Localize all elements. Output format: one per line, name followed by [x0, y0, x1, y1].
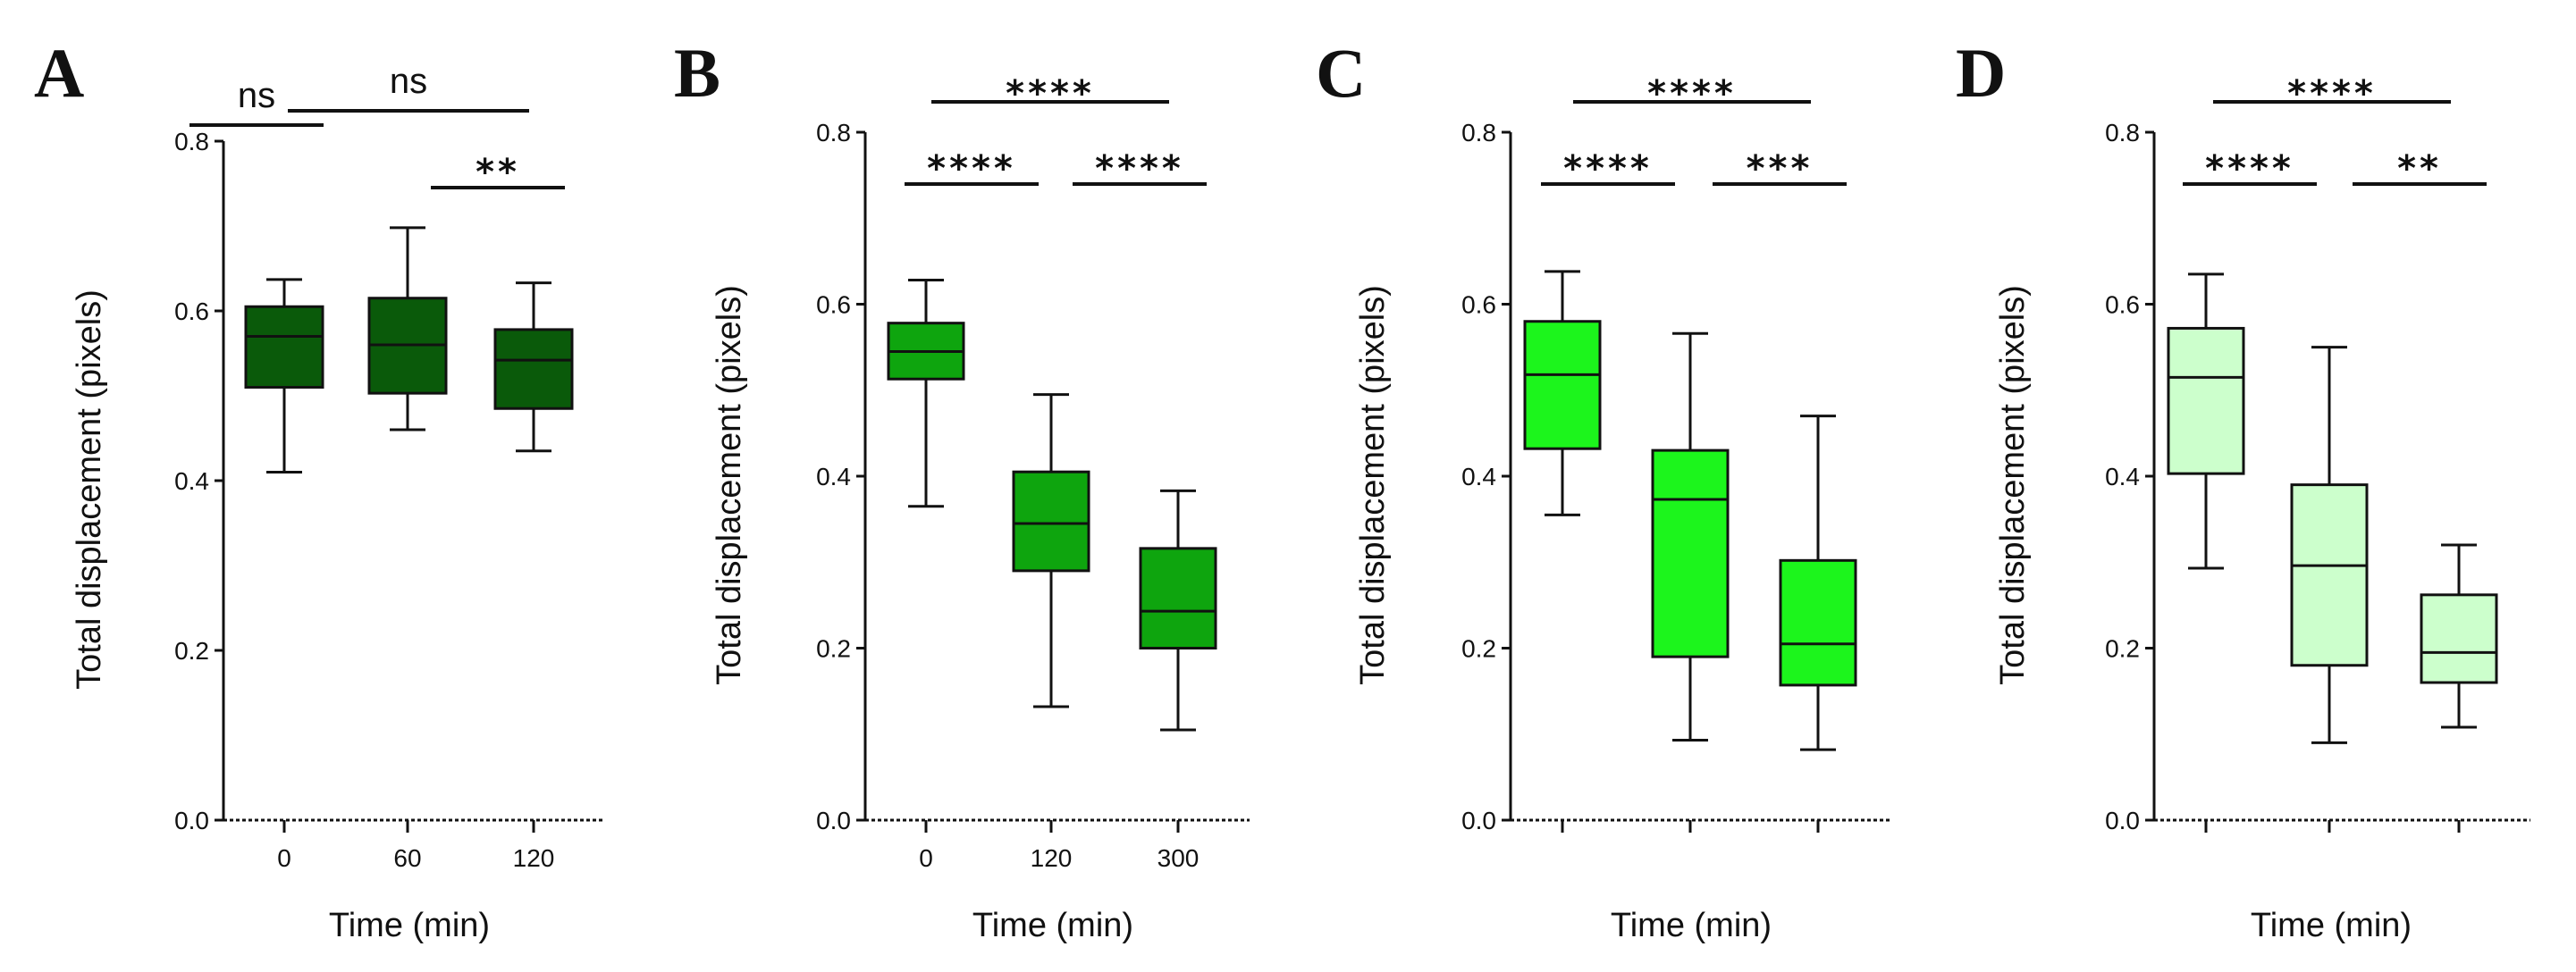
box-iqr — [2290, 483, 2369, 667]
y-tick-label: 0.8 — [174, 128, 209, 155]
y-axis-title: Total displacement (pixels) — [711, 285, 748, 685]
box-iqr — [1523, 320, 1602, 450]
x-tick-label: 120 — [1031, 844, 1073, 872]
box-plot-1 — [1651, 331, 1730, 742]
significance-label: ns — [238, 76, 275, 115]
x-tick-label: 120 — [513, 844, 555, 872]
significance-label: **** — [1095, 148, 1184, 189]
box-iqr — [1651, 448, 1730, 658]
y-tick-label: 0.0 — [1461, 807, 1496, 834]
significance-label: ns — [390, 62, 427, 101]
panel-d: D 0.0 0.2 0.4 0.6 0.8 Total displacement (pixe… — [1956, 34, 2530, 944]
box-iqr — [1779, 558, 1857, 687]
box-plot-2 — [493, 281, 574, 453]
x-tick-label: 60 — [393, 844, 421, 872]
panel-a: A 0.0 0.2 0.4 0.6 0.8 Total displacement (pixe… — [34, 34, 605, 944]
y-tick-label: 0.4 — [1461, 463, 1496, 490]
x-axis-title: Time (min) — [1611, 907, 1772, 944]
box-plot-2 — [1139, 489, 1217, 732]
y-tick-label: 0.4 — [174, 467, 209, 495]
y-tick-label: 0.8 — [816, 119, 851, 147]
box-plot-1 — [2290, 346, 2369, 744]
box-plot-2 — [2420, 543, 2498, 729]
significance-label: ** — [2397, 148, 2442, 189]
box-plot-0 — [1523, 270, 1602, 516]
box-plot-2 — [1779, 415, 1857, 751]
box-iqr — [244, 305, 324, 389]
y-tick-label: 0.8 — [1461, 119, 1496, 147]
box-plot-1 — [367, 226, 448, 432]
y-tick-label: 0.2 — [816, 635, 851, 663]
significance-label: **** — [1006, 73, 1095, 114]
y-tick-label: 0.6 — [2105, 291, 2140, 319]
x-axis-title: Time (min) — [972, 907, 1133, 944]
y-axis-title: Total displacement (pixels) — [71, 289, 108, 690]
y-tick-label: 0.0 — [2105, 807, 2140, 834]
panel-letter: C — [1316, 34, 1366, 112]
y-tick-label: 0.8 — [2105, 119, 2140, 147]
box-plot-1 — [1012, 393, 1090, 708]
panel-b: B 0.0 0.2 0.4 0.6 0.8 Total displacement (pixe… — [674, 34, 1250, 944]
y-tick-label: 0.6 — [1461, 291, 1496, 319]
panel-letter: D — [1956, 34, 2006, 112]
x-tick-label: 0 — [919, 844, 933, 872]
panel-c: C 0.0 0.2 0.4 0.6 0.8 Total displacement (pixe… — [1316, 34, 1890, 944]
panel-letter: A — [34, 34, 84, 112]
box-plot-0 — [887, 279, 965, 508]
y-axis-title: Total displacement (pixels) — [1354, 285, 1392, 685]
significance-label: **** — [927, 148, 1016, 189]
significance-label: **** — [2287, 73, 2377, 114]
y-tick-label: 0.2 — [1461, 635, 1496, 663]
y-axis-title: Total displacement (pixels) — [1994, 285, 2032, 685]
box-plot-0 — [244, 278, 324, 473]
box-plot-0 — [2167, 272, 2245, 570]
box-iqr — [1012, 470, 1090, 573]
x-tick-label: 300 — [1158, 844, 1200, 872]
box-iqr — [2167, 326, 2245, 475]
significance-label: **** — [1647, 73, 1737, 114]
box-iqr — [1139, 547, 1217, 649]
significance-label: ** — [476, 152, 520, 193]
x-tick-label: 0 — [277, 844, 291, 872]
significance-label: **** — [1563, 148, 1653, 189]
y-tick-label: 0.0 — [174, 807, 209, 834]
x-axis-title: Time (min) — [329, 907, 490, 944]
y-tick-label: 0.2 — [2105, 635, 2140, 663]
box-iqr — [2420, 593, 2498, 684]
y-tick-label: 0.4 — [2105, 463, 2140, 490]
y-tick-label: 0.0 — [816, 807, 851, 834]
y-tick-label: 0.2 — [174, 637, 209, 665]
y-tick-label: 0.6 — [816, 291, 851, 319]
y-tick-label: 0.6 — [174, 297, 209, 325]
x-axis-title: Time (min) — [2251, 907, 2412, 944]
significance-label: **** — [2205, 148, 2294, 189]
y-tick-label: 0.4 — [816, 463, 851, 490]
panel-letter: B — [674, 34, 720, 112]
significance-label: *** — [1747, 148, 1814, 189]
box-iqr — [493, 328, 574, 410]
